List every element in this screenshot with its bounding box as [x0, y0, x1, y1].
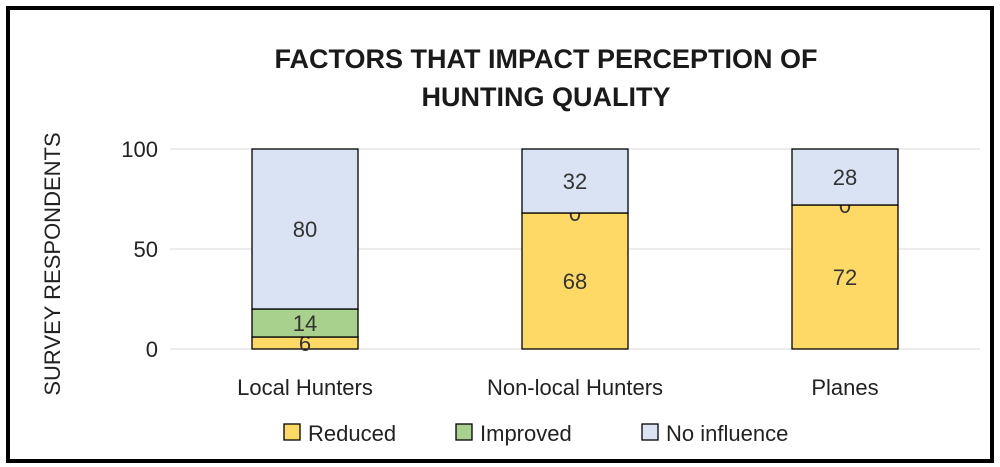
legend-label: Reduced	[308, 421, 396, 446]
y-tick-label: 100	[121, 137, 158, 162]
chart-frame: FACTORS THAT IMPACT PERCEPTION OF HUNTIN…	[6, 6, 994, 463]
x-category-label: Planes	[811, 375, 878, 400]
data-label: 32	[563, 169, 587, 194]
data-label: 14	[293, 311, 317, 336]
data-label: 28	[833, 165, 857, 190]
legend: Reduced Improved No influence	[283, 421, 788, 446]
legend-swatch	[455, 423, 473, 441]
bar-segment	[251, 308, 359, 338]
data-label: 68	[563, 269, 587, 294]
bar-segment	[791, 204, 899, 350]
y-tick-label: 0	[146, 337, 158, 362]
data-label: 80	[293, 217, 317, 242]
legend-swatch	[283, 423, 301, 441]
legend-label: Improved	[480, 421, 572, 446]
legend-label: No influence	[666, 421, 788, 446]
x-category-label: Local Hunters	[237, 375, 373, 400]
bar-segment	[521, 148, 629, 214]
chart: FACTORS THAT IMPACT PERCEPTION OF HUNTIN…	[40, 44, 980, 446]
y-axis-label: SURVEY RESPONDENTS	[40, 132, 65, 395]
x-category-label: Non-local Hunters	[487, 375, 663, 400]
y-tick-label: 50	[134, 237, 158, 262]
bar-segment	[791, 148, 899, 206]
bar-segment	[521, 212, 629, 350]
chart-title-line-2: HUNTING QUALITY	[422, 82, 671, 112]
bar-segment	[251, 148, 359, 310]
legend-swatch	[641, 423, 659, 441]
data-label: 72	[833, 265, 857, 290]
chart-title-line-1: FACTORS THAT IMPACT PERCEPTION OF	[274, 44, 817, 74]
